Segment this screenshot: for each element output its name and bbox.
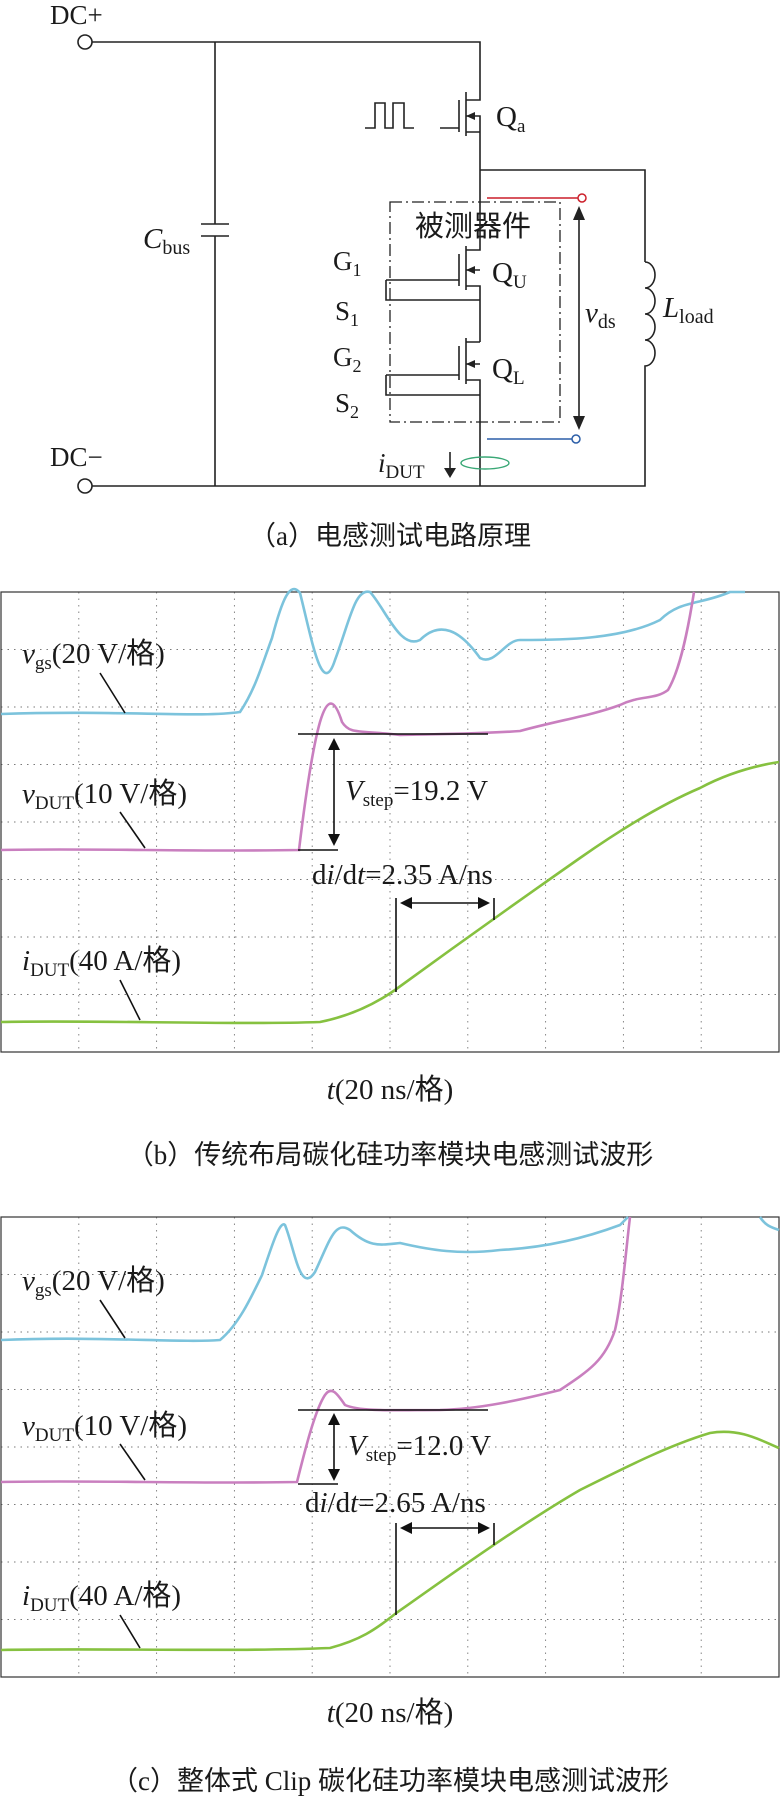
trace-vdut-b [0,591,696,852]
didt-marker-c [395,1523,495,1615]
didt-arrow-right-icon-c [478,1522,490,1534]
trace-idut-c [0,1430,780,1652]
vgs-leader-b [99,672,126,714]
top-rail [92,41,481,95]
waveform-panel-b: vgs(20 V/格) vDUT(10 V/格) iDUT(40 A/格) Vs… [0,587,780,1053]
s2-label: S2 [335,388,359,422]
qu-label: QU [492,257,527,293]
cbus-label: Cbus [143,223,190,259]
didt-arrow-left-icon-b [400,897,412,909]
bottom-rail [92,410,646,487]
s1-label: S1 [335,296,359,330]
vdut-label-c: vDUT(10 V/格) [22,1409,187,1446]
lload-label: Lload [662,292,714,328]
vds-arrow-up-icon [573,206,585,220]
didt-label-b: di/dt=2.35 A/ns [312,859,493,891]
current-probe-icon [460,456,510,470]
vds-arrow-down-icon [573,416,585,430]
vdut-leader-c [119,1443,146,1481]
mosfet-qu [386,170,481,300]
idut-leader-b [119,979,141,1021]
vstep-label-c: Vstep=12.0 V [348,1430,491,1466]
dc-plus-terminal [77,34,93,50]
trace-vdut-c [0,1216,632,1484]
vstep-arrow-down-icon-b [328,834,340,846]
gate-pulse-signal [365,102,414,129]
bus-capacitor [201,42,229,486]
vgs-label-b: vgs(20 V/格) [22,637,165,674]
idut-label-b: iDUT(40 A/格) [22,944,181,981]
ql-label: QL [492,353,525,389]
qa-label: Qa [496,101,526,137]
caption-a: （a）电感测试电路原理 [249,521,531,551]
dc-plus-label: DC+ [50,0,103,30]
vstep-arrow-down-icon-c [328,1469,340,1481]
dc-minus-terminal [77,478,93,494]
mosfet-qa [440,92,481,170]
time-label-b: t(20 ns/格) [327,1073,453,1106]
dut-box [389,201,561,423]
vdut-label-b: vDUT(10 V/格) [22,777,187,814]
caption-b: （b）传统布局碳化硅功率模块电感测试波形 [127,1140,654,1170]
didt-label-c: di/dt=2.65 A/ns [305,1487,486,1519]
dc-minus-label: DC− [50,442,103,472]
vgs-leader-c [99,1299,126,1339]
current-arrow-icon [444,468,456,478]
load-inductor [644,261,656,410]
trace-vgs-c [0,1216,780,1343]
vstep-arrow-up-icon-b [328,738,340,750]
scope-frame-b [0,591,780,1053]
idut-leader-c [119,1614,141,1649]
probe-plus-terminal [577,193,587,203]
vdut-leader-b [119,811,146,849]
ql-gate-loop [385,375,480,396]
mosfet-ql [386,338,481,395]
midpoint-wire [480,169,646,262]
waveform-panel-c: vgs(20 V/格) vDUT(10 V/格) iDUT(40 A/格) Vs… [0,1216,780,1678]
vstep-marker-b [298,733,488,851]
trace-idut-b [0,760,780,1025]
trace-vgs-b [0,587,745,716]
idut-label-c: iDUT(40 A/格) [22,1579,181,1616]
didt-arrow-right-icon-b [478,897,490,909]
probe-minus-terminal [571,434,581,444]
didt-arrow-left-icon-c [400,1522,412,1534]
didt-marker-b [395,898,495,992]
vstep-marker-c [298,1409,488,1485]
g2-label: G2 [333,342,362,376]
circuit-diagram: DC+ DC− Cbus Qa Lload 被测器件 [50,0,714,494]
caption-c: （c）整体式 Clip 碳化硅功率模块电感测试波形 [111,1766,669,1796]
vds-label: vds [585,297,616,333]
vstep-label-b: Vstep=19.2 V [345,775,488,811]
g1-label: G1 [333,246,362,280]
dut-label: 被测器件 [415,210,531,243]
time-label-c: t(20 ns/格) [327,1696,453,1729]
qu-gate-loop [385,280,480,301]
vstep-arrow-up-icon-c [328,1413,340,1425]
vgs-label-c: vgs(20 V/格) [22,1264,165,1301]
idut-label: iDUT [378,448,425,483]
